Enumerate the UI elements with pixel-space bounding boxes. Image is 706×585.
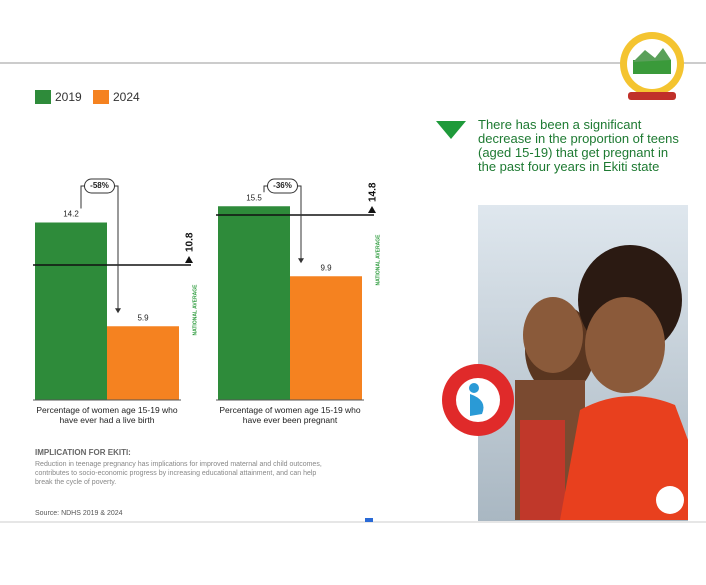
source: Source: NDHS 2019 & 2024 xyxy=(35,510,335,517)
value-label: 9.9 xyxy=(320,263,332,272)
change-arrow xyxy=(298,258,304,263)
photo xyxy=(478,205,688,521)
x-category-label: Percentage of women age 15-19 who have e… xyxy=(30,405,184,425)
marker xyxy=(365,518,373,522)
reference-marker xyxy=(368,206,376,213)
reference-value: 14.8 xyxy=(368,182,379,202)
reference-value: 10.8 xyxy=(185,232,196,252)
legend-swatch xyxy=(93,90,109,104)
bar xyxy=(290,276,362,400)
reference-label: NATIONAL AVERAGE xyxy=(192,284,198,336)
change-label: -58% xyxy=(90,181,109,190)
bar xyxy=(218,206,290,400)
reference-marker xyxy=(185,256,193,263)
headline: There has been a significant decrease in… xyxy=(478,118,688,174)
value-label: 14.2 xyxy=(63,210,79,219)
headline-marker xyxy=(436,121,466,139)
reference-label: NATIONAL AVERAGE xyxy=(375,234,381,286)
legend-swatch xyxy=(35,90,51,104)
x-category-label: Percentage of women age 15-19 who have e… xyxy=(213,405,367,425)
implication-title: IMPLICATION FOR EKITI: xyxy=(35,448,335,457)
pregnancy-icon-head xyxy=(469,383,479,393)
bar xyxy=(107,326,179,400)
bar xyxy=(35,223,107,401)
logo xyxy=(620,32,684,100)
chart: 2019 2024 14.2 5.9 10.8 NATIONAL AVERAGE -58% 1… xyxy=(0,0,706,585)
value-label: 15.5 xyxy=(246,193,262,202)
legend-label: 2019 xyxy=(55,90,82,104)
page: {"headline": "There has been a significa… xyxy=(0,0,706,585)
implication-text: Reduction in teenage pregnancy has impli… xyxy=(35,460,335,487)
change-arrow xyxy=(115,308,121,313)
legend-label: 2024 xyxy=(113,90,140,104)
value-label: 5.9 xyxy=(137,313,149,322)
change-label: -36% xyxy=(273,181,292,190)
